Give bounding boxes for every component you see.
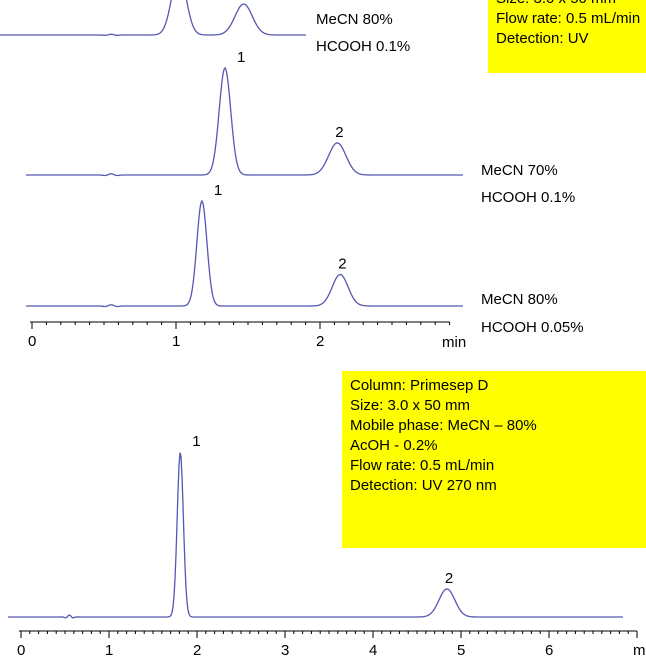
chart1-tick-label-4: 4	[369, 642, 377, 659]
chart1-trace-0	[8, 452, 623, 619]
chart0-trace-1	[26, 66, 463, 177]
chart0-tick-label-0: 0	[28, 333, 36, 350]
chart0-trace-1-peak-label-1: 2	[335, 124, 343, 141]
cond-0-line2: HCOOH 0.1%	[316, 38, 410, 55]
chart-labels: min MeCN 80% HCOOH 0.1% MeCN 70% HCOOH 0…	[316, 11, 584, 351]
chart1-tick-label-5: 5	[457, 642, 465, 659]
lower-box-line-flow: Flow rate: 0.5 mL/min	[350, 457, 495, 474]
chart1-tick-label-3: 3	[281, 642, 289, 659]
cond-0-line1: MeCN 80%	[316, 11, 393, 28]
chart0-trace-2	[26, 199, 463, 308]
lower-box-line-detection: Detection: UV 270 nm	[350, 477, 497, 494]
chart0-trace-1-peak-label-0: 1	[237, 49, 245, 66]
chart0-trace-0	[0, 0, 306, 36]
chart1-tick-label-6: 6	[545, 642, 553, 659]
chart1-tick-label-0: 0	[17, 642, 25, 659]
chromatogram-traces: 1 2 1 2 1 2	[0, 0, 623, 619]
lower-box-line-acid: AcOH - 0.2%	[350, 437, 438, 454]
chart1-tick-label-7: mi	[633, 642, 646, 659]
upper-conditions-box: Size: 3.0 x 50 mm Flow rate: 0.5 mL/min …	[488, 0, 646, 73]
lower-conditions-box: Column: Primesep D Size: 3.0 x 50 mm Mob…	[342, 371, 646, 548]
chart0-tick-label-1: 1	[172, 333, 180, 350]
chart0-tick-label-2: 2	[316, 333, 324, 350]
upper-box-line-size: Size: 3.0 x 50 mm	[496, 0, 646, 9]
chart1-tick-label-1: 1	[105, 642, 113, 659]
cond-2-line2: HCOOH 0.05%	[481, 319, 584, 336]
cond-1-line2: HCOOH 0.1%	[481, 189, 575, 206]
lower-box-line-mobile-phase: Mobile phase: MeCN – 80%	[350, 417, 537, 434]
upper-xlabel: min	[442, 334, 466, 351]
upper-box-line-detection: Detection: UV	[496, 30, 589, 47]
chart0-trace-2-peak-label-1: 2	[338, 256, 346, 273]
upper-box-line-flow: Flow rate: 0.5 mL/min	[496, 10, 641, 27]
chart1-trace-0-peak-label-1: 2	[445, 570, 453, 587]
chart0-trace-2-peak-label-0: 1	[214, 182, 222, 199]
cond-2-line1: MeCN 80%	[481, 291, 558, 308]
chart1-trace-0-peak-label-0: 1	[192, 433, 200, 450]
chart1-tick-label-2: 2	[193, 642, 201, 659]
lower-box-line-size: Size: 3.0 x 50 mm	[350, 397, 471, 414]
lower-box-line-column: Column: Primesep D	[350, 377, 489, 394]
time-axes: 0 1 2 0 1 2 3 4 5 6 mi	[17, 321, 646, 659]
cond-1-line1: MeCN 70%	[481, 162, 558, 179]
